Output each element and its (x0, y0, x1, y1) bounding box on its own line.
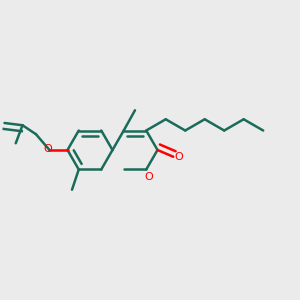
Text: O: O (175, 152, 184, 162)
Text: O: O (145, 172, 154, 182)
Text: O: O (43, 143, 52, 154)
